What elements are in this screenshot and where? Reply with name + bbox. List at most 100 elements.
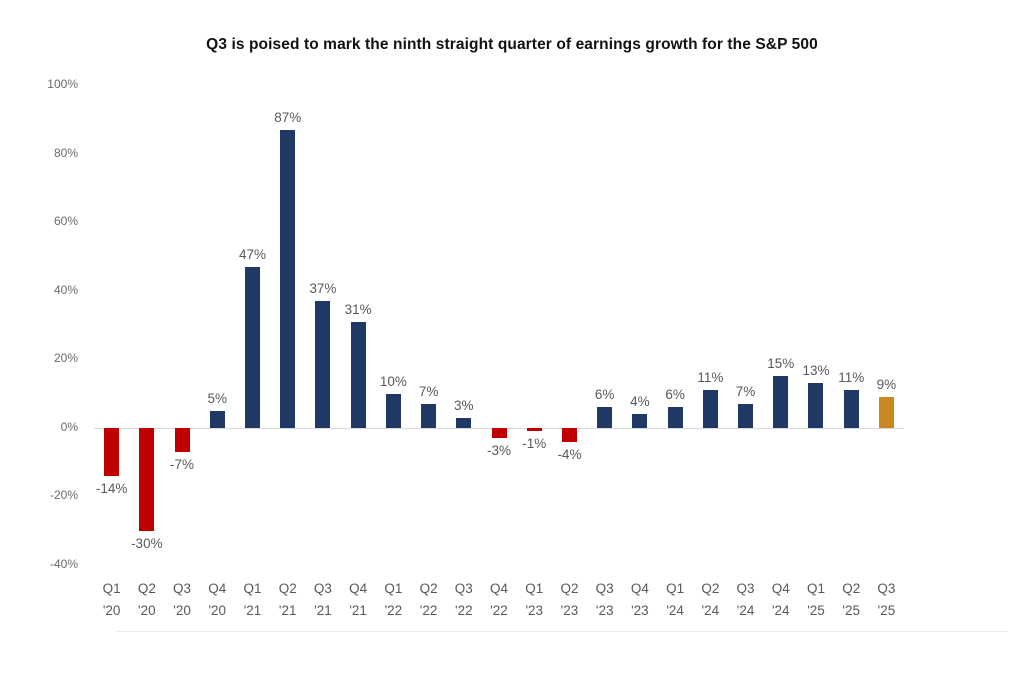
- bar: [244, 266, 260, 428]
- bar-column: -4%: [552, 85, 587, 565]
- bar-column: 15%: [763, 85, 798, 565]
- x-tick-quarter: Q1: [806, 581, 825, 596]
- chart-bottom-border: [115, 631, 1008, 632]
- x-tick-year: '21: [314, 603, 332, 618]
- x-tick-year: '25: [807, 603, 825, 618]
- bar-value-label: -1%: [522, 436, 547, 452]
- bar: [209, 410, 225, 428]
- bar-value-label: 13%: [802, 363, 830, 379]
- bar-value-label: 7%: [418, 383, 439, 399]
- x-tick-year: '20: [138, 603, 156, 618]
- bar-column: -1%: [517, 85, 552, 565]
- x-tick-year: '24: [736, 603, 755, 618]
- bar: [843, 390, 859, 428]
- x-tick-label: Q3'23: [587, 578, 622, 622]
- bar-column: 13%: [798, 85, 833, 565]
- bar-value-label: -4%: [557, 446, 582, 462]
- bar-column: 7%: [411, 85, 446, 565]
- x-tick-quarter: Q2: [278, 581, 297, 596]
- bar-value-label: 87%: [274, 109, 302, 125]
- bar-value-label: -14%: [95, 480, 128, 496]
- x-tick-year: '25: [842, 603, 860, 618]
- bar-value-label: 7%: [735, 383, 756, 399]
- bar-column: 11%: [693, 85, 728, 565]
- bar-value-label: 6%: [594, 387, 615, 403]
- x-tick-label: Q2'25: [834, 578, 869, 622]
- x-tick-year: '20: [173, 603, 191, 618]
- x-tick-year: '21: [243, 603, 262, 618]
- x-tick-quarter: Q4: [349, 581, 368, 596]
- bar-column: 37%: [305, 85, 340, 565]
- x-tick-label: Q1'20: [94, 578, 129, 622]
- y-tick-label: 20%: [53, 351, 78, 366]
- bar: [315, 301, 331, 428]
- bar: [526, 427, 542, 432]
- bar-value-label: 4%: [630, 394, 650, 410]
- bar-column: -14%: [94, 85, 129, 565]
- chart-title: Q3 is poised to mark the ninth straight …: [206, 36, 818, 53]
- x-tick-quarter: Q3: [736, 581, 755, 596]
- x-tick-label: Q1'21: [235, 578, 270, 622]
- x-tick-year: '22: [455, 603, 473, 618]
- x-tick-year: '24: [701, 603, 720, 618]
- x-tick-quarter: Q3: [173, 581, 192, 596]
- x-tick-year: '24: [771, 603, 790, 618]
- x-tick-label: Q2'21: [270, 578, 305, 622]
- y-tick-label: 40%: [53, 282, 78, 297]
- bar-value-label: 11%: [697, 370, 724, 386]
- x-tick-label: Q4'22: [481, 578, 516, 622]
- x-tick-label: Q2'20: [129, 578, 164, 622]
- x-tick-year: '22: [419, 603, 438, 618]
- x-tick-label: Q4'23: [622, 578, 657, 622]
- bar-value-label: 11%: [838, 370, 865, 386]
- bar: [174, 427, 190, 452]
- x-tick-year: '23: [631, 603, 649, 618]
- bar-value-label: 3%: [454, 397, 474, 413]
- bar-value-label: 5%: [207, 390, 228, 406]
- x-tick-quarter: Q3: [877, 581, 896, 596]
- x-tick-year: '23: [595, 603, 614, 618]
- x-tick-quarter: Q2: [419, 581, 438, 596]
- y-tick-label: -20%: [49, 488, 78, 503]
- bar-value-label: 6%: [665, 387, 685, 403]
- x-tick-label: Q1'22: [376, 578, 411, 622]
- bar: [597, 407, 613, 428]
- x-tick-label: Q3'21: [305, 578, 340, 622]
- y-tick-label: 60%: [53, 214, 78, 229]
- bar-value-label: 9%: [876, 377, 897, 392]
- x-tick-label: Q1'23: [517, 578, 552, 622]
- bar-column: 11%: [834, 85, 869, 565]
- x-tick-label: Q4'24: [763, 578, 798, 622]
- x-tick-year: '21: [349, 603, 367, 618]
- bar: [632, 414, 648, 428]
- bar-column: 4%: [622, 85, 657, 565]
- y-tick-label: 0%: [60, 419, 78, 434]
- x-tick-label: Q1'24: [658, 578, 693, 622]
- x-tick-quarter: Q4: [771, 581, 790, 596]
- x-tick-year: '23: [560, 603, 579, 618]
- x-tick-quarter: Q1: [243, 581, 262, 596]
- x-tick-year: '20: [208, 603, 227, 618]
- bar-column: -30%: [129, 85, 164, 565]
- bar: [773, 376, 789, 428]
- x-tick-quarter: Q2: [842, 581, 861, 596]
- bar-value-label: -3%: [487, 443, 512, 459]
- x-tick-label: Q4'20: [200, 578, 235, 622]
- y-tick-label: 80%: [53, 145, 78, 160]
- y-tick-label: 100%: [47, 77, 78, 91]
- bar: [350, 321, 366, 428]
- bar-column: -7%: [164, 85, 199, 565]
- x-axis: Q1'20 Q2'20 Q3'20 Q4'20 Q1'21 Q2'21 Q3'21 Q4'21…: [94, 578, 904, 622]
- bar: [139, 427, 155, 531]
- x-tick-label: Q4'21: [341, 578, 376, 622]
- x-tick-quarter: Q3: [313, 581, 332, 596]
- x-tick-year: '24: [666, 603, 684, 618]
- x-tick-label: Q3'24: [728, 578, 763, 622]
- bar-column: 31%: [341, 85, 376, 565]
- x-tick-label: Q3'22: [446, 578, 481, 622]
- bar-value-label: -7%: [170, 456, 195, 472]
- x-tick-quarter: Q4: [490, 581, 509, 596]
- bar-column: 3%: [446, 85, 481, 565]
- bar: [491, 427, 507, 439]
- x-tick-label: Q2'23: [552, 578, 587, 622]
